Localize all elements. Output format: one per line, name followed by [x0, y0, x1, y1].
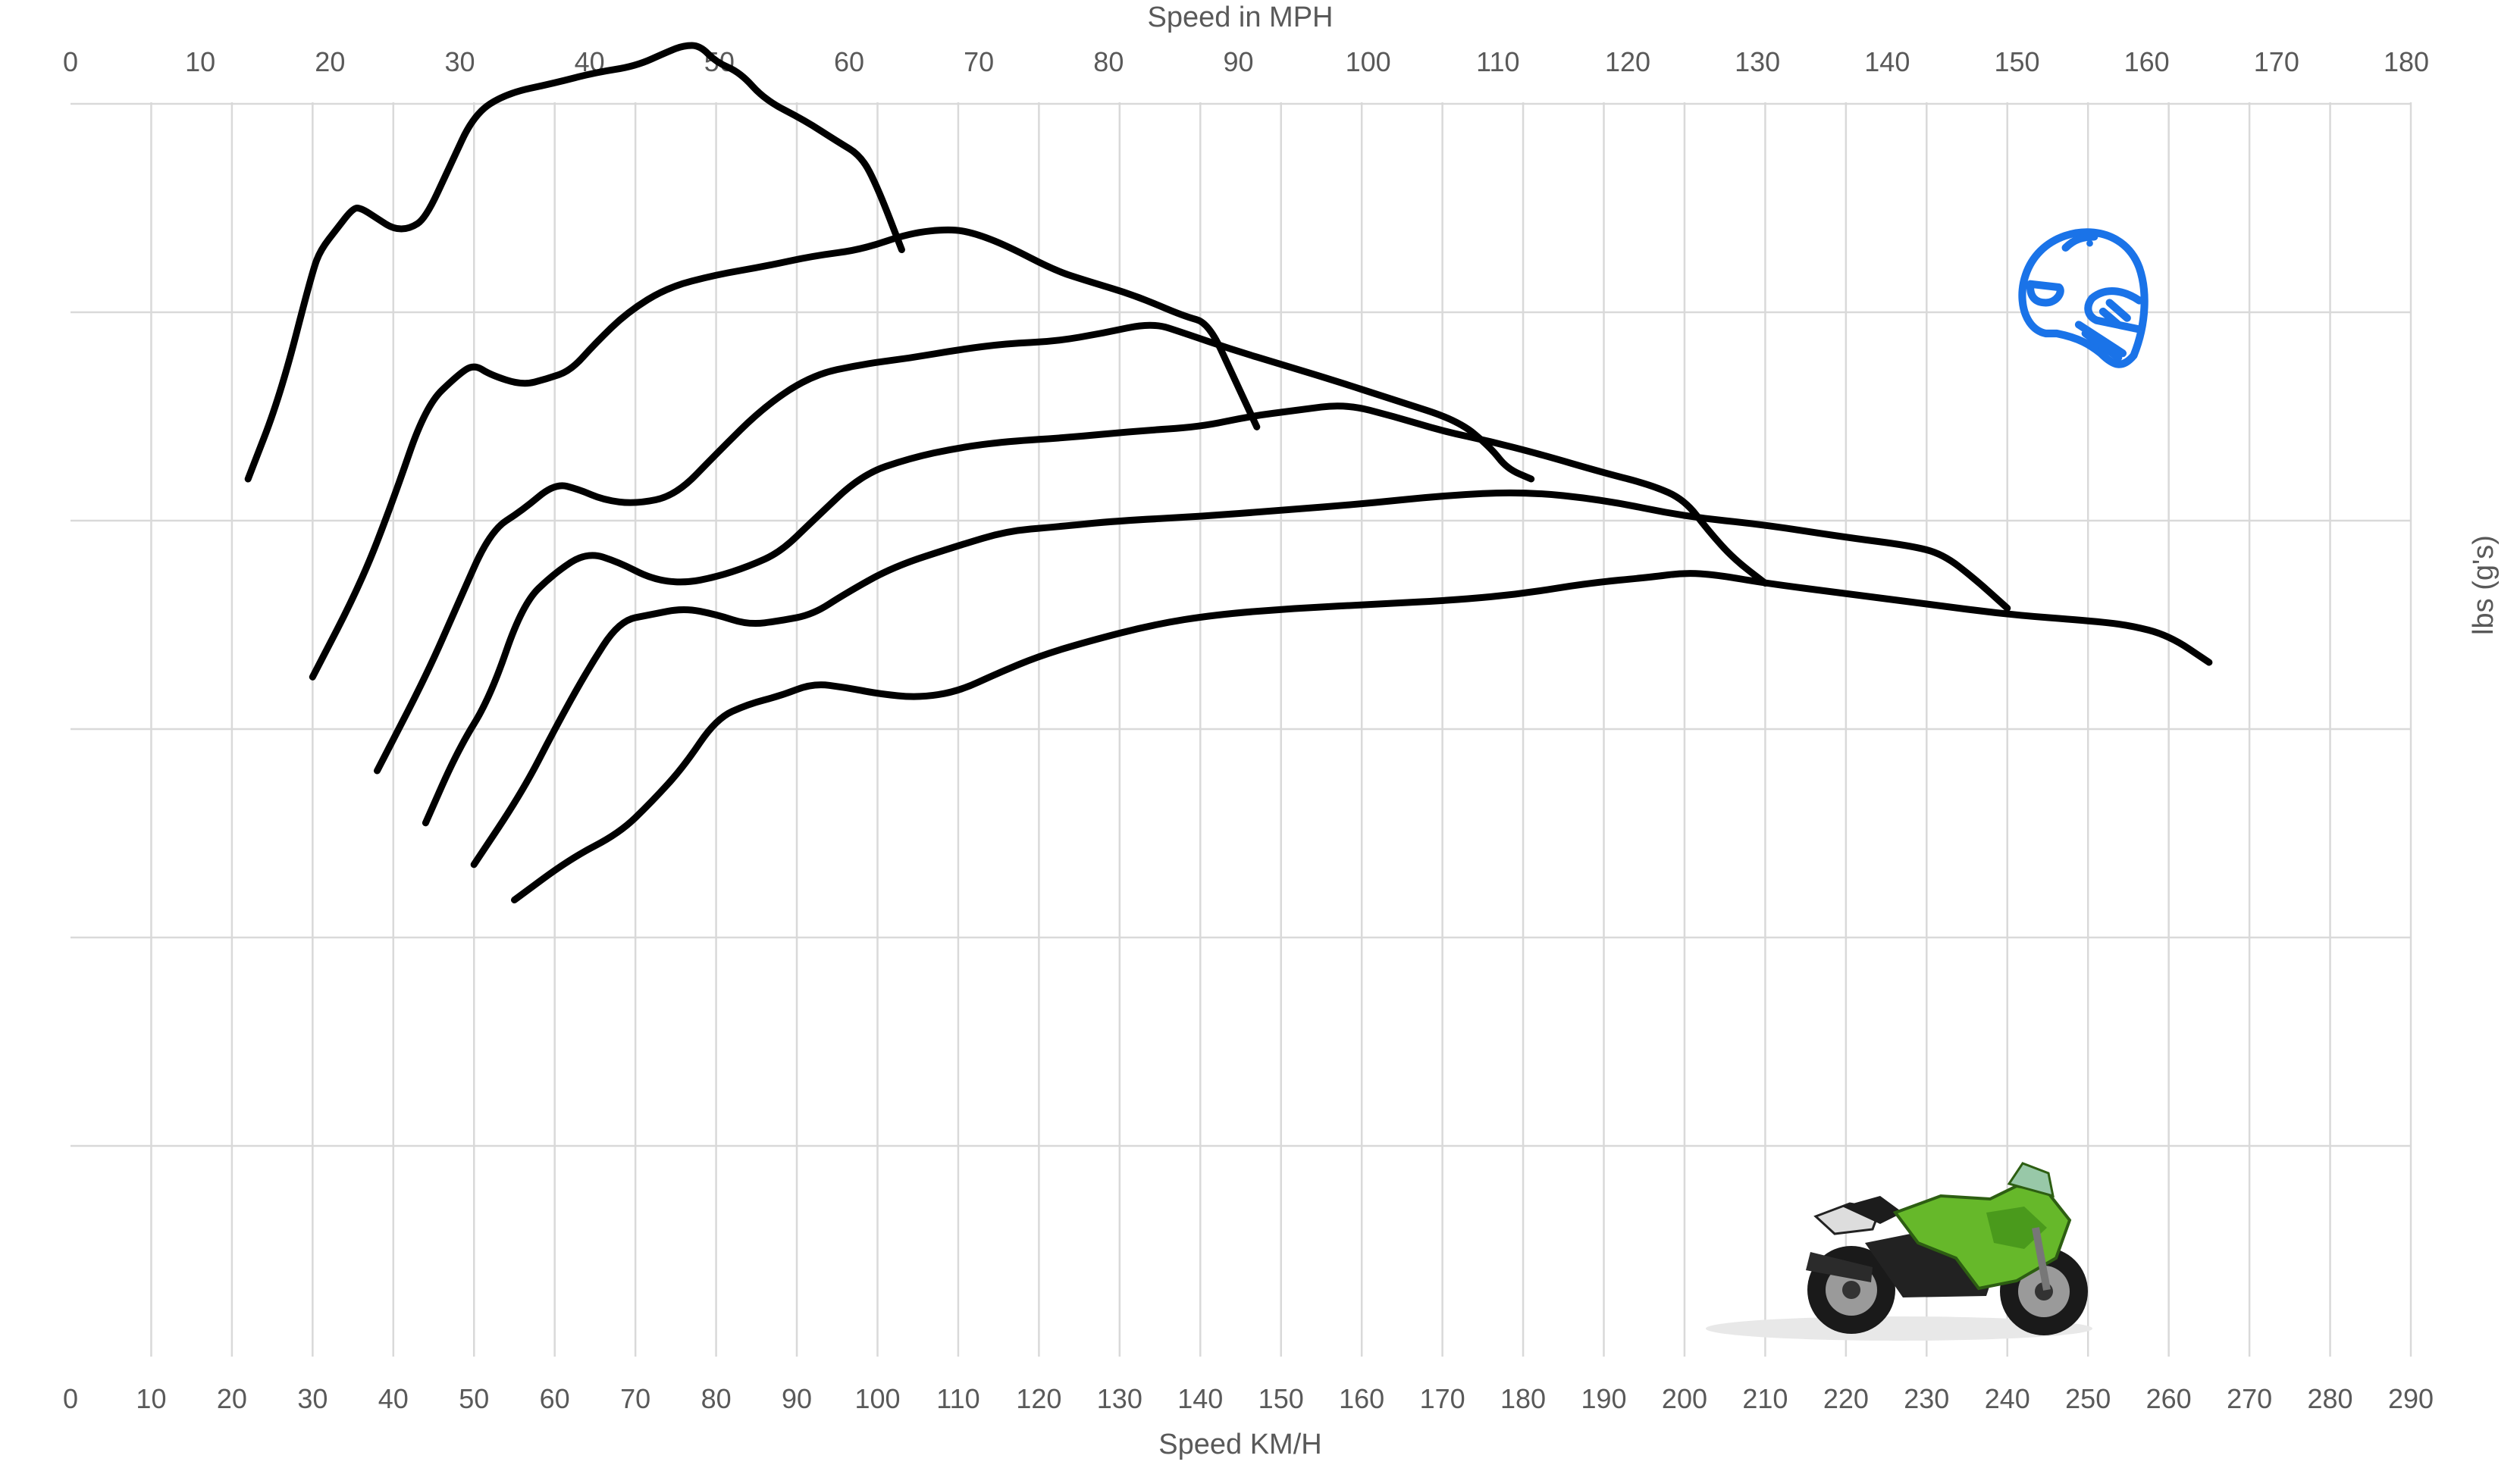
motorcycle-image [1706, 1162, 2092, 1341]
top-tick-label: 100 [1346, 46, 1391, 77]
top-tick-label: 120 [1605, 46, 1650, 77]
top-tick-label: 160 [2124, 46, 2170, 77]
bottom-tick-label: 10 [136, 1383, 166, 1414]
series-line-5 [470, 489, 2011, 869]
series-lines [244, 42, 2213, 903]
top-tick-label: 140 [1864, 46, 1910, 77]
series-line-3 [374, 321, 1535, 775]
bottom-tick-label: 240 [1985, 1383, 2030, 1414]
top-axis-title: Speed in MPH [1147, 2, 1333, 33]
bottom-tick-label: 290 [2388, 1383, 2434, 1414]
bottom-tick-label: 230 [1904, 1383, 1949, 1414]
bottom-tick-label: 250 [2065, 1383, 2111, 1414]
bottom-tick-label: 270 [2227, 1383, 2272, 1414]
top-axis-tick-labels: 0 10 20 30 40 50 60 70 80 90 100 110 120 130 140 150 160… [63, 46, 2429, 77]
bottom-tick-label: 40 [378, 1383, 409, 1414]
bottom-tick-label: 20 [217, 1383, 247, 1414]
bottom-tick-label: 140 [1177, 1383, 1223, 1414]
top-tick-label: 150 [1994, 46, 2039, 77]
bottom-tick-label: 180 [1500, 1383, 1546, 1414]
bottom-tick-label: 260 [2146, 1383, 2192, 1414]
bottom-tick-label: 150 [1258, 1383, 1304, 1414]
bottom-tick-label: 30 [297, 1383, 328, 1414]
bottom-tick-label: 160 [1339, 1383, 1384, 1414]
bottom-tick-label: 220 [1823, 1383, 1869, 1414]
bottom-tick-label: 90 [782, 1383, 812, 1414]
bottom-tick-label: 0 [63, 1383, 78, 1414]
top-tick-label: 70 [964, 46, 994, 77]
bottom-tick-label: 80 [701, 1383, 732, 1414]
bottom-tick-label: 190 [1581, 1383, 1626, 1414]
top-tick-label: 0 [63, 46, 78, 77]
top-tick-label: 60 [834, 46, 864, 77]
series-line-6 [511, 570, 2213, 903]
bottom-axis-title: Speed KM/H [1158, 1429, 1321, 1460]
top-tick-label: 180 [2384, 46, 2429, 77]
y-axis-title: lbs (g's) [2468, 535, 2500, 635]
bottom-tick-label: 50 [459, 1383, 489, 1414]
top-tick-label: 10 [185, 46, 215, 77]
top-tick-label: 110 [1476, 46, 1519, 77]
series-line-4 [422, 402, 1769, 827]
series-line-1 [244, 42, 905, 483]
bottom-tick-label: 210 [1742, 1383, 1788, 1414]
bottom-tick-label: 130 [1097, 1383, 1142, 1414]
bottom-tick-label: 60 [540, 1383, 570, 1414]
horizontal-gridlines [71, 102, 2411, 1147]
bottom-tick-label: 110 [936, 1383, 979, 1414]
top-tick-label: 90 [1223, 46, 1253, 77]
bottom-tick-label: 120 [1016, 1383, 1061, 1414]
motorcycle-helmet-icon [2018, 228, 2149, 368]
top-tick-label: 170 [2254, 46, 2299, 77]
bottom-axis-tick-labels: 0 10 20 30 40 50 60 70 80 90 100 110 120 130 140 150 160… [63, 1383, 2434, 1414]
vertical-gridlines [150, 102, 2412, 1357]
bottom-tick-label: 280 [2308, 1383, 2353, 1414]
top-tick-label: 20 [315, 46, 345, 77]
top-tick-label: 30 [444, 46, 475, 77]
top-tick-label: 80 [1093, 46, 1124, 77]
bottom-tick-label: 100 [854, 1383, 900, 1414]
bottom-tick-label: 70 [620, 1383, 650, 1414]
series-line-2 [309, 226, 1261, 681]
bottom-tick-label: 200 [1662, 1383, 1707, 1414]
bottom-tick-label: 170 [1420, 1383, 1465, 1414]
top-tick-label: 130 [1735, 46, 1780, 77]
